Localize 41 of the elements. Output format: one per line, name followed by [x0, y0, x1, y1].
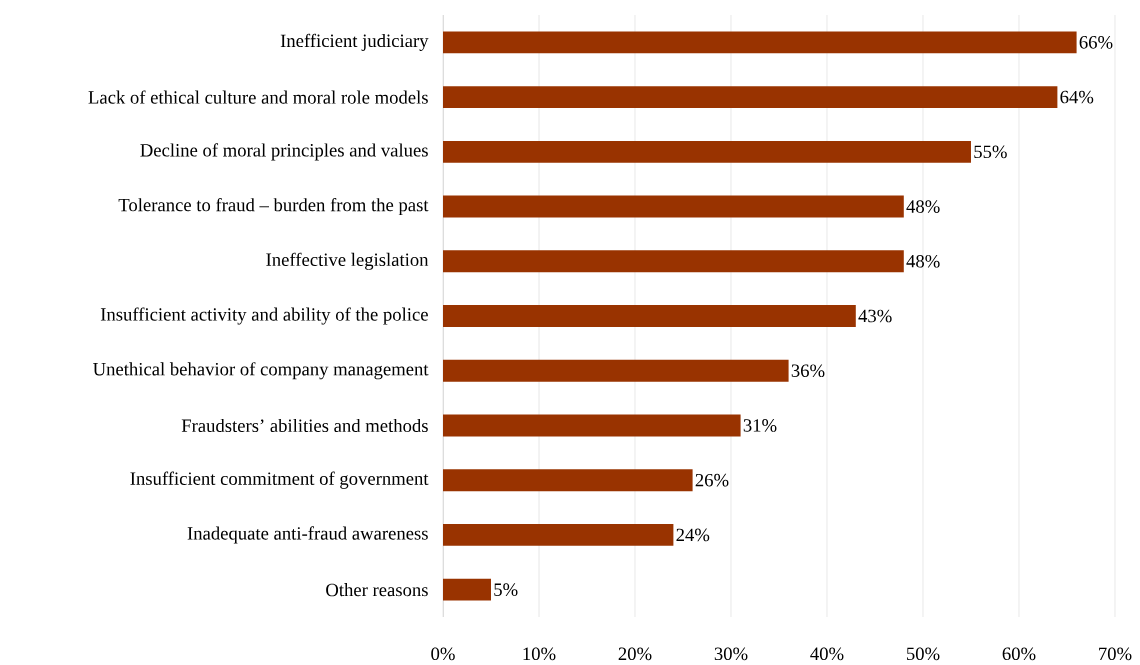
bar — [443, 305, 856, 327]
y-tick-label: Ineffective legislation — [266, 252, 429, 270]
data-label: 43% — [858, 309, 892, 323]
data-label: 48% — [906, 200, 940, 213]
data-label: 36% — [791, 364, 825, 378]
bar — [443, 86, 1058, 109]
y-tick-label: Tolerance to fraud – burden from the past — [118, 197, 429, 216]
x-tick-label: 50% — [906, 647, 940, 661]
data-label: 5% — [494, 583, 518, 596]
bar — [443, 31, 1077, 54]
bar — [443, 523, 674, 546]
y-tick-label: Insufficient activity and ability of the police — [100, 307, 428, 325]
bar — [443, 140, 971, 163]
x-tick-label: 20% — [618, 647, 652, 661]
bar — [443, 469, 693, 492]
y-tick-label: Other reasons — [326, 583, 428, 597]
data-label: 66% — [1079, 36, 1113, 49]
y-tick-label: Unethical behavior of company management — [93, 362, 429, 380]
x-tick-label: 60% — [1002, 647, 1036, 661]
y-tick-label: Inefficient judiciary — [280, 33, 429, 51]
bar — [443, 414, 741, 437]
x-tick-label: 0% — [431, 647, 455, 661]
y-tick-label: Insufficient commitment of government — [130, 471, 429, 489]
y-tick-label: Fraudsters’ abilities and methods — [181, 418, 428, 433]
bar — [443, 250, 904, 273]
data-label: 48% — [906, 254, 940, 268]
y-tick-label: Decline of moral principles and values — [140, 143, 428, 161]
bar — [443, 195, 904, 218]
bar — [443, 359, 789, 382]
data-label: 55% — [974, 145, 1007, 159]
x-tick-label: 70% — [1099, 647, 1132, 661]
data-label: 64% — [1060, 90, 1094, 104]
y-tick-label: Inadequate anti-fraud awareness — [187, 526, 428, 544]
x-tick-label: 10% — [523, 647, 556, 661]
bar — [443, 578, 491, 601]
x-tick-label: 40% — [810, 647, 844, 661]
x-tick-label: 30% — [714, 647, 748, 661]
data-label: 31% — [743, 419, 777, 432]
data-label: 24% — [676, 528, 710, 542]
data-label: 26% — [695, 473, 729, 487]
y-tick-label: Lack of ethical culture and moral role models — [88, 90, 428, 104]
